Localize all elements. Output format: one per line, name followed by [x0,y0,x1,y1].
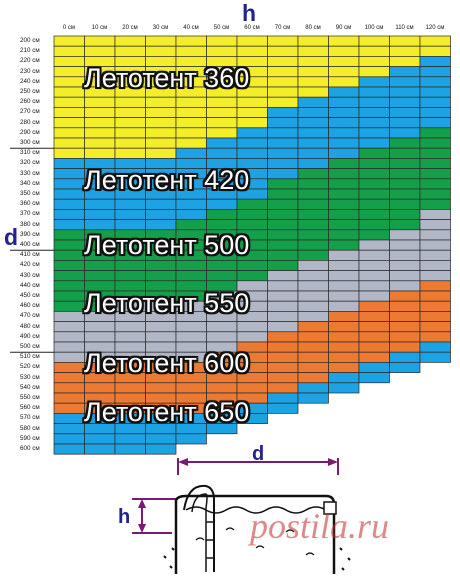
grid-cell [389,362,421,373]
row-header: 330 см [20,169,40,177]
column-header: 90 см [335,25,352,31]
column-header: 40 см [183,25,199,31]
d-axis-letter: d [4,224,19,250]
band-label: Летотент 360 [84,62,250,93]
row-header: 480 см [20,322,40,330]
row-header: 310 см [20,149,40,157]
row-header: 440 см [20,281,40,289]
column-header: 0 см [62,25,76,31]
row-header: 490 см [20,332,40,340]
row-header: 430 см [20,271,40,279]
grid-cell [175,433,207,445]
row-header: 530 см [20,373,40,381]
row-header: 290 см [20,128,40,136]
column-header: 20 см [122,25,138,31]
skimmer-icon [323,501,337,515]
row-header: 300 см [20,139,40,146]
column-header: 10 см [91,25,108,31]
row-header: 590 см [20,434,40,442]
d-dimension-arrow [177,458,339,475]
row-header: 560 см [20,404,40,412]
grid-cell [267,402,299,414]
row-header: 460 см [20,302,40,310]
ladder-icon [183,484,215,572]
row-header: 380 см [20,220,40,228]
row-header: 470 см [20,312,40,320]
row-header: 230 см [20,67,40,75]
column-header: 110 см [395,25,414,31]
row-header: 420 см [20,261,40,269]
row-header: 200 см [20,37,40,44]
row-header: 270 см [20,108,40,116]
row-header: 250 см [20,88,40,95]
diagram-d-label: d [252,443,264,465]
row-header: 410 см [20,251,40,259]
band-label: Летотент 550 [84,288,250,319]
row-header: 550 см [20,394,40,401]
row-header: 370 см [20,210,40,218]
grid-cell [358,372,390,384]
size-grid [10,35,451,455]
row-header: 400 см [20,241,40,248]
row-header: 210 см [20,47,40,55]
column-header: 100 см [364,25,384,31]
grid-cell [297,392,329,404]
row-header: 390 см [20,230,40,238]
pool-body [163,494,351,574]
column-header: 80 см [305,25,321,31]
row-header: 540 см [20,383,40,391]
row-header: 510 см [20,353,40,361]
row-header: 320 см [20,159,40,167]
band-label: Летотент 420 [84,164,250,195]
row-header: 220 см [20,57,40,65]
row-header: 260 см [20,98,40,106]
grid-cell [328,382,360,394]
watermark: postila.ru [250,506,390,546]
column-header: 70 см [274,25,291,31]
band-label: Летотент 600 [84,348,250,379]
grid-cell [236,413,268,424]
band-label: Летотент 500 [84,230,250,261]
column-header: 120 см [425,25,445,31]
band-label: Летотент 650 [84,397,250,428]
row-header: 580 см [20,424,40,432]
column-header: 30 см [152,25,169,31]
grid-cell [145,443,177,455]
column-header: 60 см [244,25,260,31]
row-header: 500 см [20,343,40,350]
row-header: 600 см [20,445,40,452]
diagram-h-label: h [118,506,130,528]
row-header: 240 см [20,77,40,85]
row-header: 280 см [20,118,40,126]
h-dimension-arrow [132,498,178,534]
grid-cell [206,423,238,435]
row-header: 350 см [20,190,40,197]
h-axis-letter: h [242,0,257,26]
row-header: 520 см [20,363,40,371]
row-header: 570 см [20,414,40,422]
row-header: 450 см [20,292,40,299]
row-header: 340 см [20,179,40,187]
row-header: 360 см [20,200,40,208]
column-header: 50 см [213,25,230,31]
grid-cell [419,351,451,363]
